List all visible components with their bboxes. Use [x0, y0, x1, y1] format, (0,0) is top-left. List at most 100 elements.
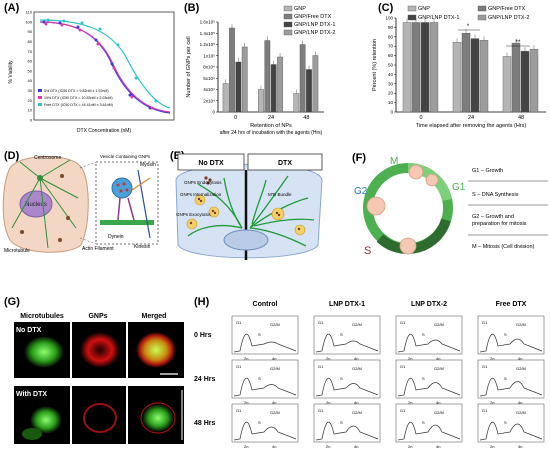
- bar: [222, 83, 229, 113]
- axis-label: 2n: [244, 400, 248, 405]
- y-axis-label: Number of GNPs per cell: [186, 36, 192, 97]
- phase-label: G1: [482, 408, 488, 413]
- panel-a-ytick: 70: [28, 49, 33, 54]
- histogram-curve: [315, 377, 379, 397]
- panel-a-xlabel: DTX Concentration (nM): [77, 128, 132, 134]
- x-tick-label: 24: [468, 115, 474, 121]
- panel-e-label-endocytosis: GNPs Endocytosis: [184, 180, 222, 185]
- axis-label: 4n: [272, 400, 276, 405]
- panel-f-desc-g2: G2 – Growth and preparation for mitosis: [472, 214, 527, 227]
- legend-swatch: [477, 5, 487, 12]
- panel-h-row-label: 0 Hrs: [194, 332, 212, 339]
- axis-label: 4n: [354, 400, 358, 405]
- panel-f-desc-m: M – Mitosis (Cell division): [472, 244, 535, 250]
- axis-label: 2n: [490, 444, 494, 449]
- axis-label: 2n: [490, 400, 494, 405]
- bar: [452, 41, 462, 113]
- phase-label: G2/M: [352, 366, 362, 371]
- bar: [306, 69, 312, 113]
- panel-a-legend-entry: 5% DTX (IC50 DTX = 9.82nM ± 1.92nM): [44, 89, 109, 93]
- phase-label: G1: [400, 364, 406, 369]
- phase-label: S: [340, 332, 343, 337]
- bar: [529, 49, 539, 113]
- panel-a-legend-entry: Free DTX (IC50 DTX = 44.41nM ± 3.61nM): [44, 103, 113, 107]
- x-tick-label: 0: [419, 115, 422, 121]
- panel-g-header-gnps: GNPs: [88, 313, 107, 320]
- bar: [264, 40, 271, 113]
- panel-f-phase-s: S: [364, 245, 371, 257]
- y-tick-label: 6x10⁴: [203, 76, 215, 81]
- legend-swatch: [283, 13, 293, 20]
- bar: [277, 56, 283, 113]
- panel-a-legend-swatch: [38, 103, 42, 106]
- panel-a-ytick: 110: [26, 10, 33, 15]
- x-axis-label: Retention of NPs: [250, 123, 292, 129]
- legend-entry: GNP: [294, 6, 306, 12]
- bar: [229, 27, 235, 113]
- panel-a-ytick: 30: [28, 88, 33, 93]
- axis-label: 4n: [354, 444, 358, 449]
- phase-label: G1: [318, 320, 324, 325]
- panel-label-f: (F): [352, 152, 367, 164]
- y-tick-label: 100: [385, 16, 393, 21]
- axis-label: 2n: [490, 356, 494, 361]
- panel-f-phase-m: M: [390, 156, 398, 167]
- phase-label: G2/M: [516, 366, 526, 371]
- phase-label: G2/M: [434, 322, 444, 327]
- x-axis-label-2: after 24 hrs of incubation with the agen…: [220, 130, 323, 136]
- axis-label: 4n: [272, 444, 276, 449]
- panel-a-ytick: 100: [25, 19, 32, 24]
- panel-f-desc-g1: G1 – Growth: [472, 168, 503, 174]
- y-tick-label: 10: [388, 100, 394, 105]
- bar: [511, 42, 521, 113]
- phase-label: G2/M: [516, 322, 526, 327]
- y-tick-label: 1x10⁵: [203, 53, 215, 58]
- y-tick-label: 0: [390, 110, 393, 115]
- panel-a-ylabel: % Viability: [8, 60, 14, 83]
- panel-a-legend-swatch: [38, 89, 42, 92]
- axis-label: 2n: [408, 444, 412, 449]
- phase-label: G1: [400, 320, 406, 325]
- y-tick-label: 4x10⁴: [203, 87, 215, 92]
- phase-label: S: [504, 332, 507, 337]
- bar: [411, 22, 421, 113]
- phase-label: S: [504, 376, 507, 381]
- bar: [470, 38, 480, 113]
- legend: GNP GNP/Free DTX GNP/LNP DTX-1 GNP/LNP DTX-…: [283, 5, 335, 36]
- bar: [479, 40, 489, 113]
- panel-d-label-microtubule: Microtubule: [4, 248, 30, 254]
- bar: [299, 44, 306, 113]
- histogram-curve: [233, 377, 297, 397]
- axis-label: 4n: [436, 400, 440, 405]
- legend-entry: GNP/LNP DTX-2: [294, 30, 335, 36]
- panel-f-phase-g1: G1: [452, 182, 466, 193]
- legend-entry: GNP/LNP DTX-1: [418, 15, 459, 21]
- phase-label: G1: [482, 320, 488, 325]
- panel-c-bar-chart: 0 10 20 30 40 50 60 70 80 90 100 0 24 48 Percent (%) r…: [372, 5, 546, 129]
- panel-e-label-exocytosis: GNPs Exocytosis: [176, 212, 212, 217]
- histogram-curve: [397, 333, 461, 353]
- panel-d-label-actin: Actin Filament: [82, 246, 114, 252]
- phase-label: G1: [236, 320, 242, 325]
- panel-d-label-nucleus: Nucleus: [25, 202, 47, 208]
- panel-d-label-myosin: Myosin: [140, 162, 156, 168]
- legend-entry: GNP/LNP DTX-2: [488, 15, 529, 21]
- panel-h-col-header: LNP DTX-1: [329, 301, 365, 308]
- phase-label: S: [258, 376, 261, 381]
- panel-d-label-dynein: Dynein: [108, 234, 124, 240]
- panel-d-label-centrosome: Centrosome: [34, 155, 61, 161]
- legend-swatch: [283, 21, 293, 28]
- panel-f-cell-cycle: M G2 G1 S G1 – Growth S – DNA Synthesis …: [354, 156, 548, 257]
- x-tick-label: 0: [234, 115, 237, 121]
- bar: [429, 22, 439, 113]
- panel-label-c: (C): [378, 2, 394, 14]
- phase-label: G2/M: [352, 322, 362, 327]
- panel-a-legend-entry: 10% DTX (IC50 DTX = 10.53nM ± 2.03nM): [44, 96, 113, 100]
- bar: [520, 50, 530, 113]
- axis-label: 4n: [436, 356, 440, 361]
- y-tick-label: 40: [388, 72, 394, 77]
- panel-a-ytick: 40: [28, 78, 33, 83]
- y-tick-label: 30: [388, 81, 394, 86]
- phase-label: G2/M: [270, 366, 280, 371]
- x-tick-label: 24: [268, 115, 274, 121]
